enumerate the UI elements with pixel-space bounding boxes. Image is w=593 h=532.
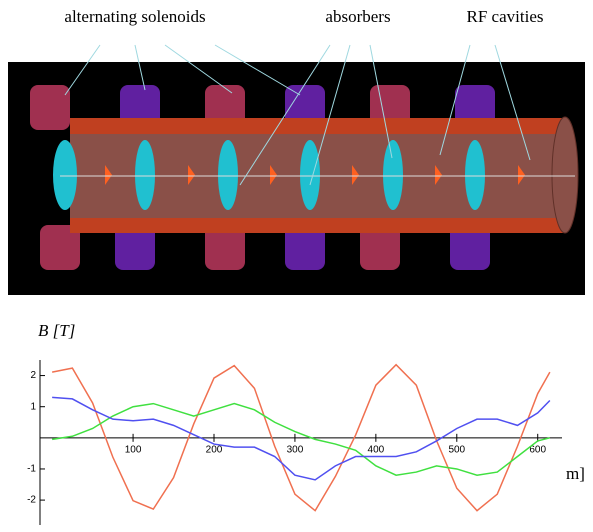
y-tick-label: 2 — [30, 370, 36, 381]
y-tick-label: -1 — [27, 464, 36, 475]
rendering — [8, 44, 585, 295]
line-series — [52, 402, 551, 476]
x-tick-label: 300 — [287, 444, 304, 455]
annotation: absorbers — [325, 7, 390, 26]
x-tick-label: 600 — [529, 444, 546, 455]
line-series — [51, 363, 551, 512]
line-series — [52, 396, 551, 481]
annotation: alternating solenoids — [64, 7, 205, 26]
x-tick-label: 100 — [125, 444, 142, 455]
annotation: RF cavities — [467, 7, 544, 26]
y-tick-label: -2 — [27, 495, 36, 506]
y-tick-label: 1 — [30, 401, 36, 412]
y-axis-label: B [T] — [38, 321, 75, 340]
x-tick-label: 500 — [448, 444, 465, 455]
x-tick-label: 400 — [368, 444, 385, 455]
x-axis-label: m] — [566, 464, 585, 483]
x-tick-label: 200 — [206, 444, 223, 455]
